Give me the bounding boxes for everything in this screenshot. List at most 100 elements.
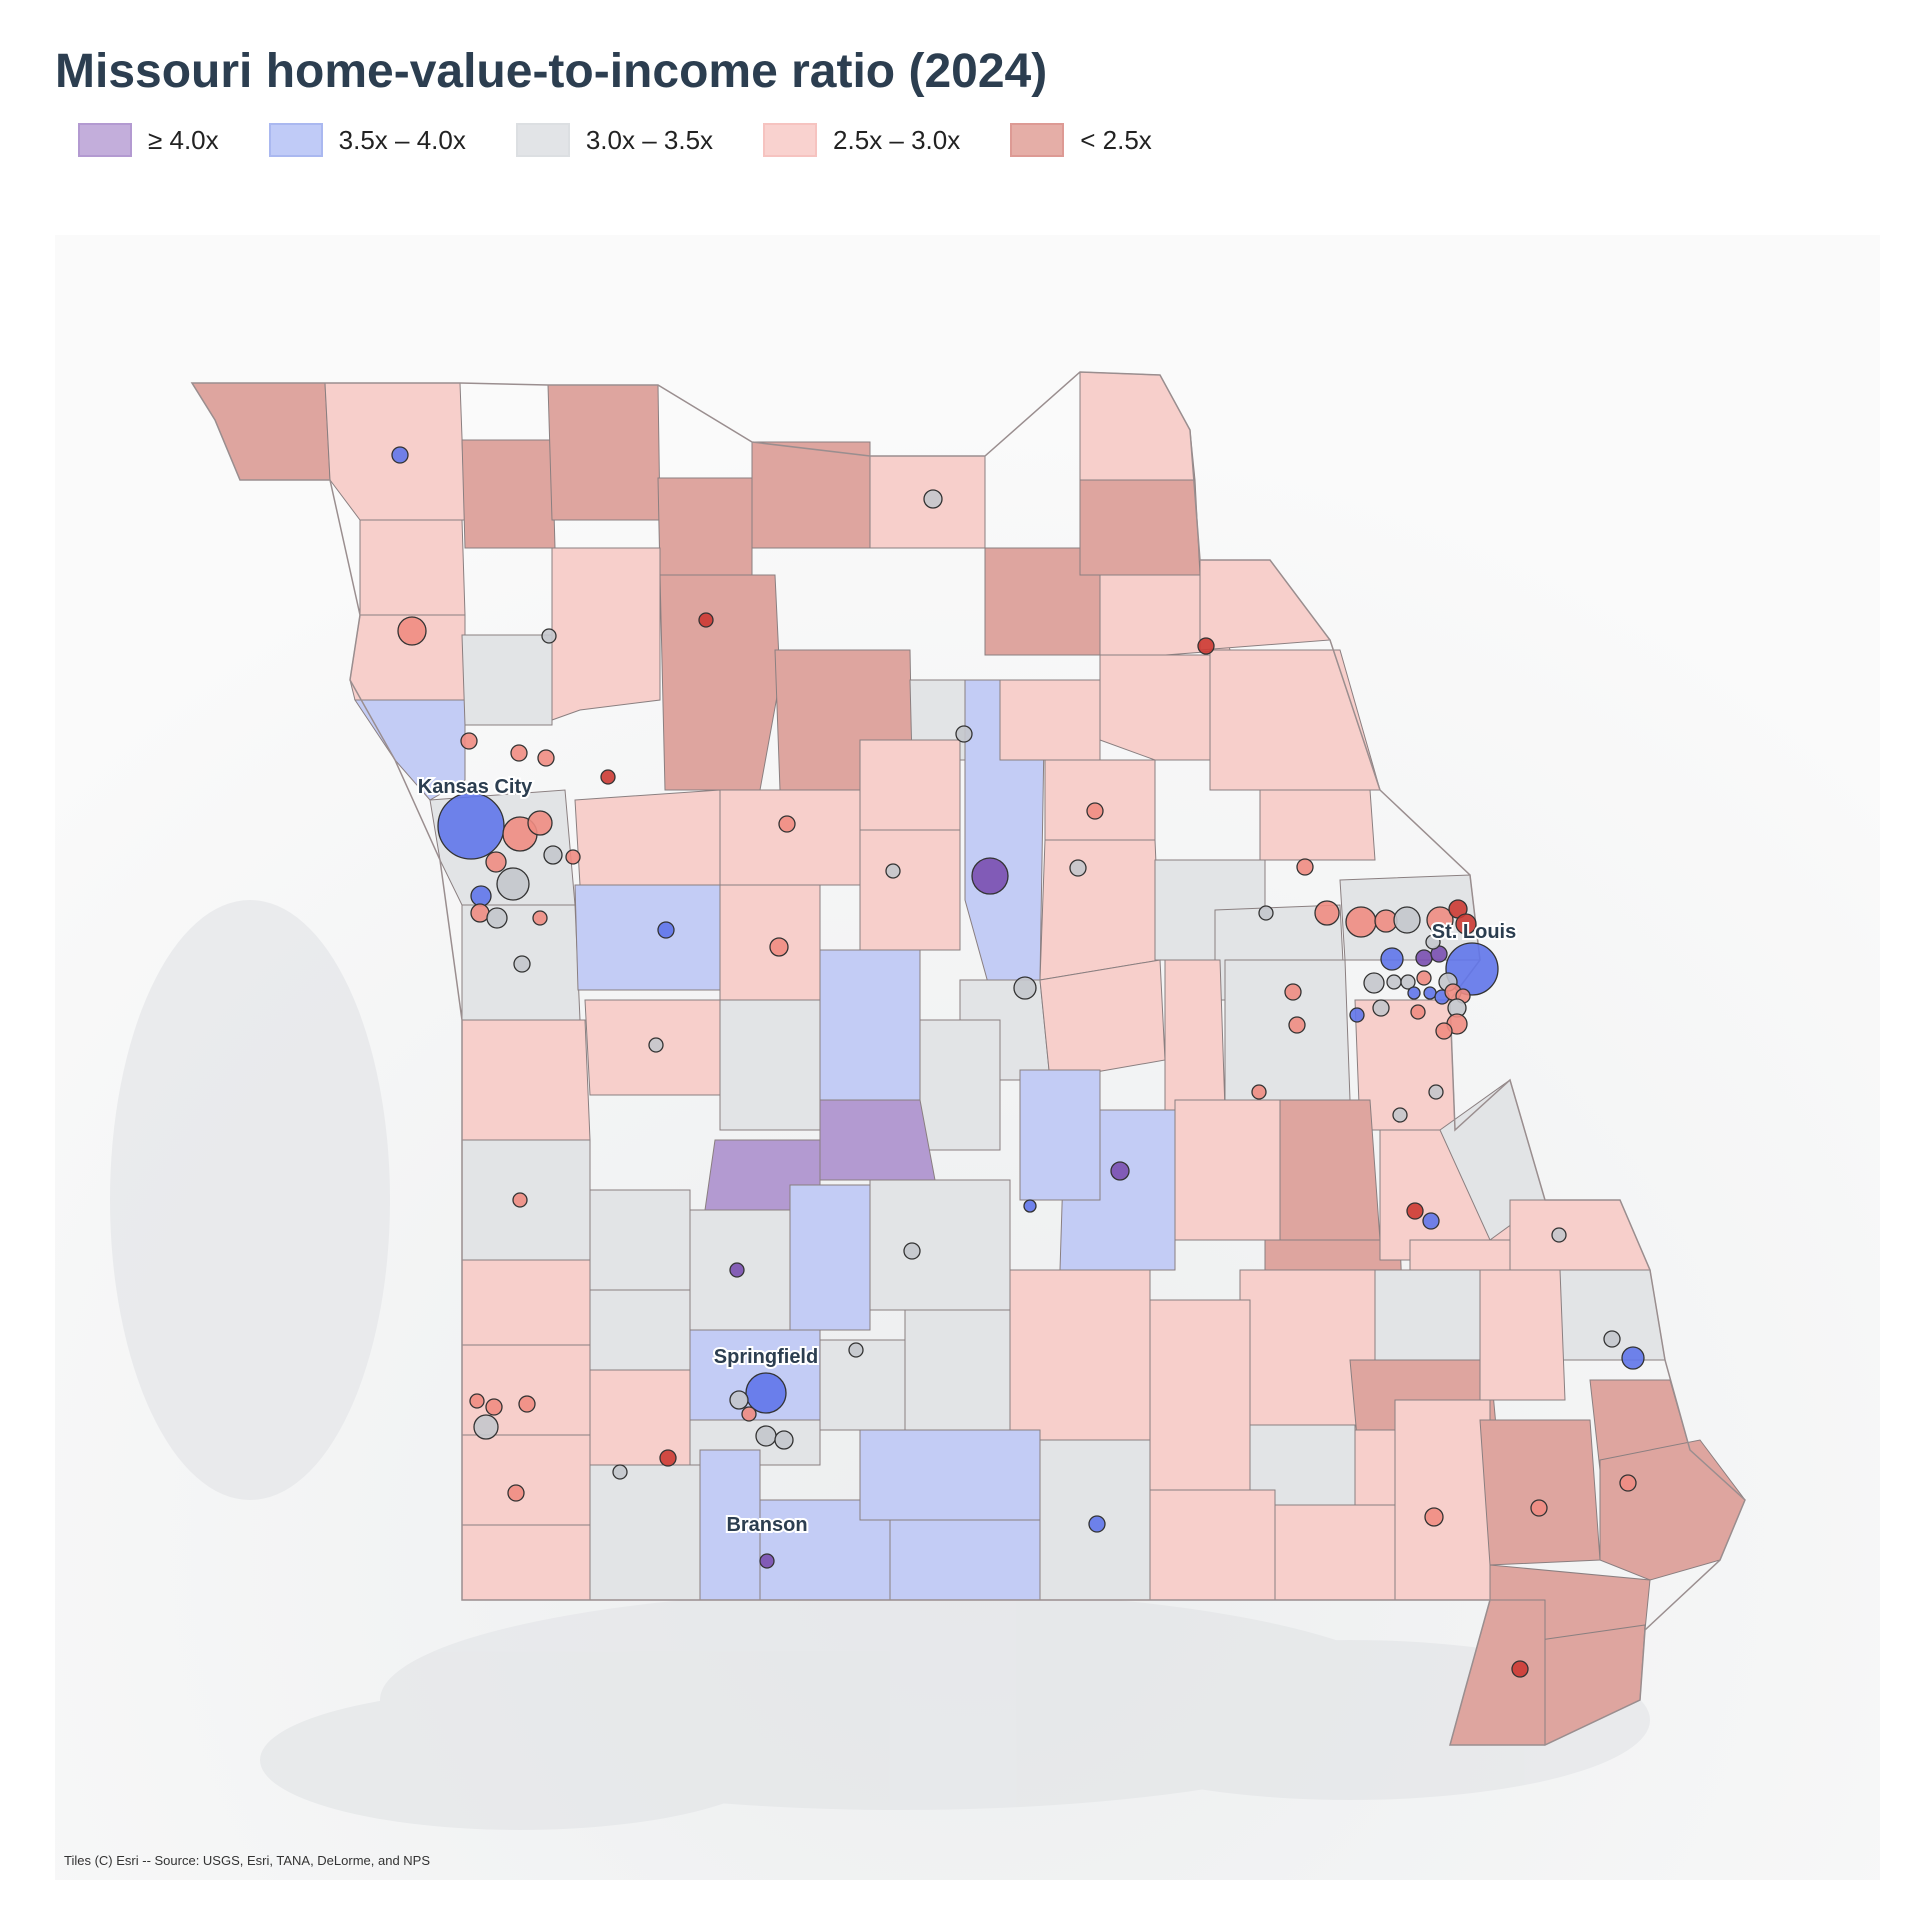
- marker-stl-24: [1435, 1022, 1453, 1040]
- marker-e-11: [1511, 1660, 1529, 1678]
- county-newton: [461, 1434, 591, 1526]
- marker-n-4: [923, 489, 943, 509]
- county-barton: [461, 1259, 591, 1346]
- county-butler: [1394, 1399, 1491, 1601]
- legend-item-25-30: 2.5x – 3.0x: [763, 123, 960, 157]
- marker-e-1: [1428, 1084, 1444, 1100]
- marker-s-7: [612, 1464, 628, 1480]
- county-mcdonald: [461, 1524, 591, 1601]
- marker-kc-11: [565, 849, 581, 865]
- county-howard: [859, 739, 961, 831]
- marker-kc-6: [470, 885, 492, 907]
- marker-e-2: [1392, 1107, 1408, 1123]
- marker-s-8: [1088, 1515, 1106, 1533]
- marker-kansas-city: [437, 792, 505, 860]
- marker-c-12: [1251, 1084, 1267, 1100]
- county-texas: [1009, 1269, 1151, 1441]
- county-shannon: [1149, 1299, 1251, 1491]
- county-benton: [719, 999, 821, 1131]
- county-oregon: [1149, 1489, 1276, 1601]
- legend-label-30-35: 3.0x – 3.5x: [585, 124, 714, 155]
- marker-stl-4: [1393, 906, 1421, 934]
- marker-stl-2: [1345, 906, 1377, 938]
- marker-e-8: [1619, 1474, 1637, 1492]
- marker-c-9: [1296, 858, 1314, 876]
- legend-swatch-30-35: [515, 123, 570, 157]
- city-label-springfield: Springfield: [714, 1346, 818, 1368]
- marker-stl-17: [1407, 986, 1421, 1000]
- marker-kc-15: [600, 769, 616, 785]
- marker-stl-26: [1349, 1007, 1365, 1023]
- legend-label-25-30: 2.5x – 3.0x: [833, 124, 961, 155]
- county-lawrence: [589, 1369, 691, 1466]
- marker-e-6: [1603, 1330, 1621, 1348]
- county-douglas: [859, 1429, 1041, 1521]
- legend-label-ge4: ≥ 4.0x: [148, 124, 219, 155]
- marker-kc-8: [486, 907, 508, 929]
- marker-stl-1: [1314, 900, 1340, 926]
- legend-label-35-40: 3.5x – 4.0x: [338, 124, 466, 155]
- marker-stlouis: [1445, 942, 1499, 996]
- marker-kc-2: [496, 867, 530, 901]
- city-label-branson: Branson: [726, 1514, 807, 1536]
- marker-stl-15: [1416, 970, 1432, 986]
- legend-item-ge4: ≥ 4.0x: [78, 123, 219, 157]
- marker-n-5: [1197, 637, 1215, 655]
- county-maries: [1279, 1099, 1381, 1241]
- map-title: Missouri home-value-to-income ratio (202…: [55, 45, 1048, 98]
- county-n8: [1079, 479, 1201, 576]
- marker-branson: [759, 1553, 775, 1569]
- county-morgan: [819, 949, 921, 1101]
- county-audrain: [1044, 759, 1156, 841]
- county-saline: [719, 789, 861, 886]
- marker-kc-3: [527, 810, 553, 836]
- legend-swatch-35-40: [268, 123, 323, 157]
- marker-kc-4: [543, 845, 563, 865]
- marker-c-5: [1069, 859, 1087, 877]
- marker-c-13: [1110, 1161, 1130, 1181]
- marker-n-2: [391, 446, 409, 464]
- county-w1: [359, 519, 466, 616]
- legend-swatch-lt25: [1010, 123, 1065, 157]
- marker-stl-8: [1380, 947, 1404, 971]
- marker-kc-5: [485, 851, 507, 873]
- county-moniteau: [919, 1019, 1001, 1151]
- marker-stl-11: [1425, 934, 1441, 950]
- county-n3: [657, 477, 753, 576]
- county-laclede: [869, 1179, 1011, 1311]
- county-bollinger: [1479, 1269, 1566, 1401]
- county-callaway: [1039, 839, 1161, 981]
- marker-layer: [391, 446, 1645, 1678]
- marker-e-9: [1530, 1499, 1548, 1517]
- marker-sw-3: [518, 1395, 536, 1413]
- marker-sw-4: [473, 1414, 499, 1440]
- marker-c-10: [1284, 983, 1302, 1001]
- county-miller: [1019, 1069, 1101, 1201]
- marker-c-17: [903, 1242, 921, 1260]
- county-ozark: [889, 1519, 1041, 1601]
- marker-stl-14: [1400, 974, 1416, 990]
- city-label-kansas-city: Kansas City: [418, 776, 533, 798]
- county-monroe: [1099, 654, 1211, 761]
- marker-s-3: [741, 1406, 757, 1422]
- marker-e-3: [1406, 1202, 1424, 1220]
- county-clinton: [461, 634, 553, 726]
- county-dallas: [789, 1184, 871, 1331]
- city-label-layer: Kansas City St. Louis Springfield Branso…: [416, 774, 1518, 1538]
- county-johnson: [574, 884, 721, 991]
- tile-attribution: Tiles (C) Esri -- Source: USGS, Esri, TA…: [64, 1853, 431, 1868]
- marker-c-6: [1013, 976, 1037, 1000]
- legend-label-lt25: < 2.5x: [1080, 124, 1152, 155]
- marker-kc-7: [470, 903, 490, 923]
- county-c2: [659, 574, 781, 791]
- marker-c-16: [729, 1262, 745, 1278]
- marker-stl-18: [1423, 986, 1437, 1000]
- marker-s-2: [729, 1390, 749, 1410]
- marker-c-14: [1023, 1199, 1037, 1213]
- county-n2: [547, 384, 661, 521]
- legend: ≥ 4.0x 3.5x – 4.0x 3.0x – 3.5x 2.5x – 3.…: [78, 122, 1202, 158]
- county-franklin: [1224, 959, 1351, 1101]
- marker-c-15: [512, 1192, 528, 1208]
- marker-n-3: [698, 612, 714, 628]
